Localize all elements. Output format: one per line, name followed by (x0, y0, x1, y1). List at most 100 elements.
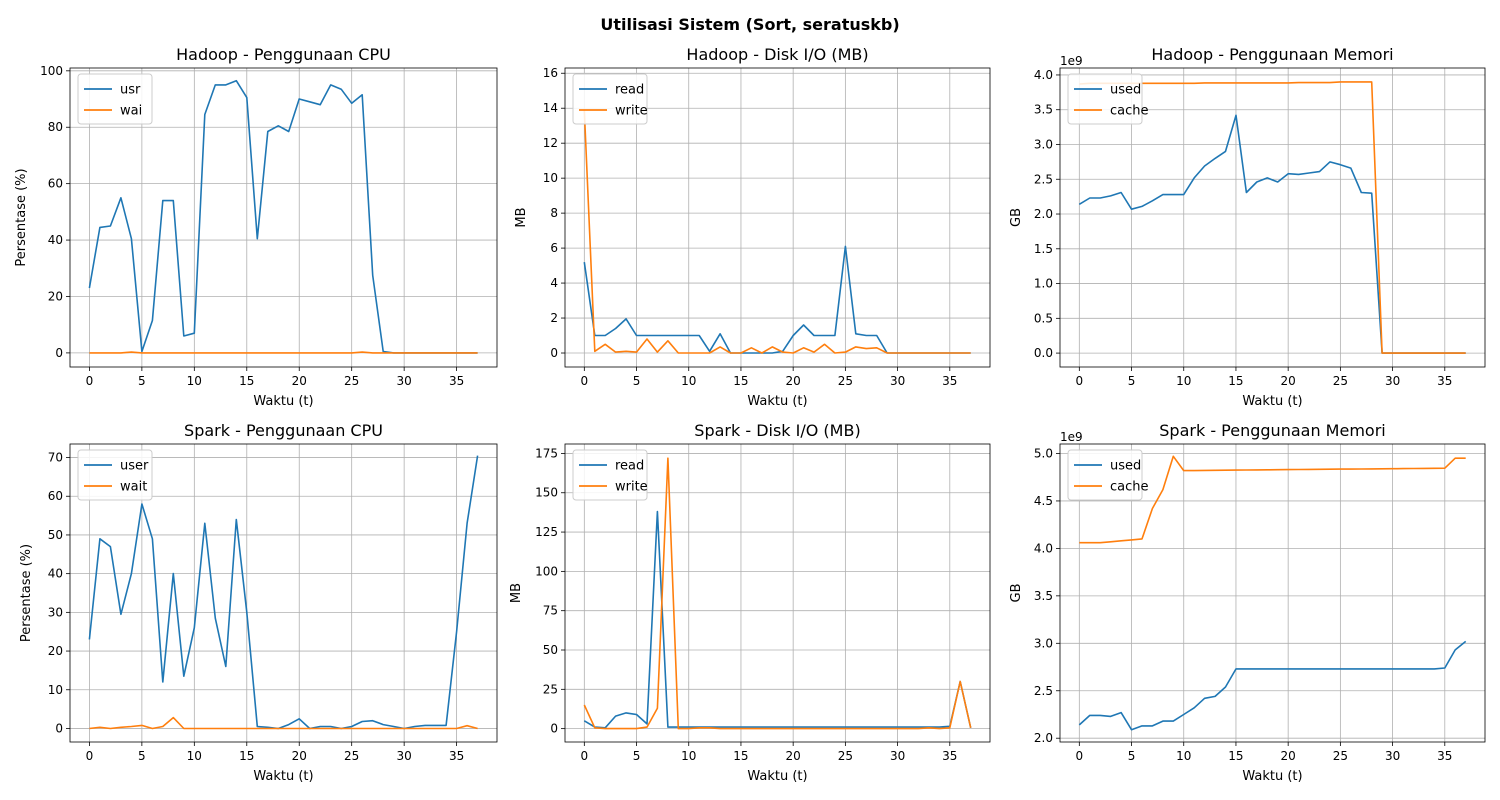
y-tick-label: 2.0 (1034, 207, 1053, 221)
series-line-used (1078, 640, 1467, 731)
y-tick-label: 0 (55, 346, 63, 360)
x-tick-label: 0 (86, 374, 94, 388)
legend-label-used: used (1110, 83, 1141, 98)
x-tick-label: 5 (1128, 749, 1136, 763)
y-tick-label: 175 (535, 446, 558, 460)
series-line-wai (89, 351, 478, 354)
x-tick-label: 5 (138, 749, 146, 763)
x-tick-label: 5 (633, 374, 641, 388)
x-tick-label: 10 (187, 374, 202, 388)
x-tick-label: 20 (292, 374, 307, 388)
y-tick-label: 125 (535, 525, 558, 539)
series-line-user (88, 455, 479, 730)
x-tick-label: 20 (1281, 749, 1296, 763)
y-tick-label: 2 (550, 311, 558, 325)
x-tick-label: 15 (1228, 374, 1243, 388)
legend-box (572, 449, 648, 501)
subplot-3: 0 5 10 15 20 25 30 35 0.0 0.5 1.0 1.5 2.0 2.5 3.0 3.5 4.… (1009, 45, 1486, 409)
axes-frame (564, 443, 991, 743)
legend-label-wait: wait (120, 480, 147, 495)
y-tick-label: 100 (535, 564, 558, 578)
x-tick-label: 25 (344, 749, 359, 763)
x-tick-label: 15 (239, 749, 254, 763)
subplot-title: Spark - Disk I/O (MB) (694, 421, 860, 440)
x-tick-label: 25 (1333, 374, 1348, 388)
legend-label-write: write (615, 104, 648, 119)
y-tick-label: 2.5 (1034, 684, 1053, 698)
y-tick-label: 4.5 (1034, 494, 1053, 508)
legend-label-wai: wai (120, 104, 142, 119)
x-tick-label: 35 (1437, 749, 1452, 763)
y-tick-label: 8 (550, 206, 558, 220)
legend-label-cache: cache (1110, 480, 1149, 495)
x-tick-label: 20 (1281, 374, 1296, 388)
y-tick-label: 40 (48, 233, 63, 247)
y-axis-label: MB (514, 207, 529, 227)
legend-label-read: read (615, 83, 644, 98)
series-line-write (583, 109, 971, 354)
x-tick-label: 0 (580, 374, 588, 388)
legend: user wait (77, 449, 153, 501)
y-tick-label: 100 (40, 64, 63, 78)
x-tick-label: 20 (786, 749, 801, 763)
x-tick-label: 35 (942, 749, 957, 763)
x-tick-label: 35 (1437, 374, 1452, 388)
y-tick-label: 3.5 (1034, 103, 1053, 117)
subplot-title: Hadoop - Penggunaan CPU (176, 45, 391, 64)
series-line-read (583, 245, 971, 354)
y-tick-label: 5.0 (1034, 446, 1053, 460)
axes-frame (69, 443, 498, 743)
y-axis-label: Persentase (%) (14, 168, 29, 266)
legend-label-write: write (615, 480, 648, 495)
x-axis-label: Waktu (t) (253, 769, 313, 784)
x-tick-label: 35 (449, 749, 464, 763)
y-tick-label: 4.0 (1034, 68, 1053, 82)
x-tick-label: 30 (397, 749, 412, 763)
y-tick-label: 4 (550, 276, 558, 290)
x-tick-label: 25 (344, 374, 359, 388)
y-offset-label: 1e9 (1060, 430, 1083, 444)
y-tick-label: 0 (55, 721, 63, 735)
series-line-used (1078, 114, 1466, 354)
x-tick-label: 25 (838, 374, 853, 388)
y-tick-label: 0 (550, 346, 558, 360)
y-tick-label: 60 (48, 177, 63, 191)
subplot-title: Hadoop - Penggunaan Memori (1151, 45, 1393, 64)
legend: read write (572, 449, 648, 501)
y-tick-label: 0.5 (1034, 311, 1053, 325)
subplot-4: 0 5 10 15 20 25 30 35 0 10 20 30 40 50 60 70 Spark - Pen… (19, 421, 498, 784)
series-line-cache (1079, 81, 1466, 354)
y-tick-label: 14 (543, 101, 558, 115)
legend: used cache (1067, 73, 1149, 125)
y-tick-label: 40 (48, 567, 63, 581)
subplot-1: 0 5 10 15 20 25 30 35 0 20 40 60 80 100 Hadoop - Pengg… (14, 45, 498, 409)
y-tick-label: 10 (543, 171, 558, 185)
x-tick-label: 30 (1385, 374, 1400, 388)
x-tick-label: 25 (1333, 749, 1348, 763)
y-tick-label: 20 (48, 644, 63, 658)
axes-frame (1059, 67, 1486, 368)
y-tick-label: 1.5 (1034, 242, 1053, 256)
legend-box (572, 73, 648, 125)
x-tick-label: 5 (138, 374, 146, 388)
y-tick-label: 4.0 (1034, 541, 1053, 555)
x-axis-label: Waktu (t) (1242, 769, 1302, 784)
x-tick-label: 15 (733, 749, 748, 763)
axes-frame (69, 67, 498, 368)
subplot-5: 0 5 10 15 20 25 30 35 0 25 50 75 100 125 150 175 Spark -… (509, 421, 991, 784)
y-axis-label: GB (1009, 584, 1024, 603)
y-tick-label: 75 (543, 604, 558, 618)
subplot-2: 0 5 10 15 20 25 30 35 0 2 4 6 8 10 12 14 16 Hadoop - Disk… (514, 45, 991, 409)
y-axis-label: MB (509, 583, 524, 603)
x-tick-label: 0 (580, 749, 588, 763)
x-tick-label: 30 (890, 749, 905, 763)
y-tick-label: 2.5 (1034, 172, 1053, 186)
subplot-title: Hadoop - Disk I/O (MB) (686, 45, 868, 64)
x-tick-label: 15 (1228, 749, 1243, 763)
y-tick-label: 10 (48, 683, 63, 697)
legend-label-usr: usr (120, 83, 141, 98)
series-line-write (583, 457, 972, 730)
x-tick-label: 35 (449, 374, 464, 388)
y-axis-label: GB (1009, 208, 1024, 227)
